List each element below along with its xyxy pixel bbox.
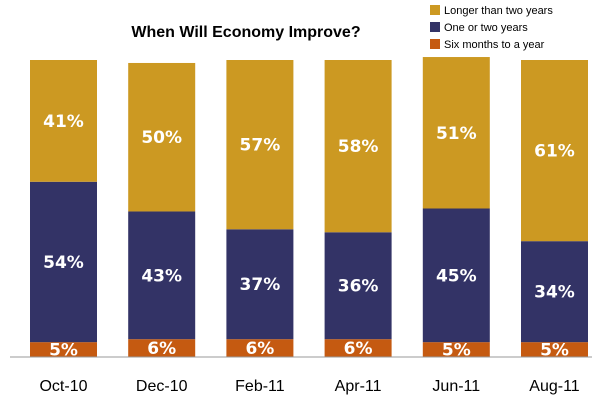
x-tick-label: Dec-10 xyxy=(136,378,188,395)
bar-segment xyxy=(128,62,196,212)
bar-segment xyxy=(128,211,196,340)
legend-label: Longer than two years xyxy=(444,5,553,17)
bars: 5% 54% 41% 6% 43% 50% 6% 37% 57% 6% 36% 58% 5% 45% 51%… xyxy=(30,57,588,361)
bar-segment xyxy=(422,57,490,209)
legend-label: One or two years xyxy=(444,22,528,34)
bar-segment xyxy=(128,339,196,357)
data-label: 6% xyxy=(245,339,274,359)
x-tick-label: Apr-11 xyxy=(335,378,382,395)
data-label: 37% xyxy=(240,275,281,295)
bar-segment xyxy=(226,229,294,340)
data-label: 45% xyxy=(436,266,477,286)
bar-segment xyxy=(521,60,588,242)
x-tick-label: Feb-11 xyxy=(235,378,285,395)
data-label: 61% xyxy=(534,142,575,162)
data-label: 5% xyxy=(540,341,569,361)
bar-segment xyxy=(422,208,490,343)
data-label: 58% xyxy=(338,137,379,157)
data-label: 54% xyxy=(43,253,84,273)
bar-segment xyxy=(226,60,294,230)
data-label: 41% xyxy=(43,112,84,132)
bar-segment xyxy=(324,232,392,340)
data-label: 5% xyxy=(49,341,78,361)
legend: Longer than two years One or two years Six… xyxy=(430,5,553,51)
data-label: 51% xyxy=(436,124,477,144)
data-label: 34% xyxy=(534,283,575,303)
bar-segment xyxy=(30,342,97,357)
bar-segment xyxy=(521,241,588,343)
data-label: 6% xyxy=(344,339,373,359)
bar-segment xyxy=(30,181,97,343)
data-label: 5% xyxy=(442,341,471,361)
x-tick-label: Oct-10 xyxy=(39,378,87,395)
legend-swatch xyxy=(430,5,440,15)
chart-title: When Will Economy Improve? xyxy=(131,24,360,41)
data-label: 36% xyxy=(338,277,379,297)
x-axis-ticks: Oct-10 Dec-10 Feb-11 Apr-11 Jun-11 Aug-11 xyxy=(39,378,579,395)
x-tick-label: Aug-11 xyxy=(529,378,580,395)
legend-swatch xyxy=(430,22,440,32)
bar-segment xyxy=(226,339,294,357)
data-label: 6% xyxy=(147,339,176,359)
legend-label: Six months to a year xyxy=(444,39,545,51)
data-label: 57% xyxy=(240,136,281,156)
bar-segment xyxy=(422,342,490,357)
x-tick-label: Jun-11 xyxy=(432,378,480,395)
bar-segment xyxy=(324,60,392,233)
data-label: 43% xyxy=(141,266,182,286)
bar-segment xyxy=(30,60,97,182)
data-label: 50% xyxy=(141,128,182,148)
bar-segment xyxy=(521,342,588,357)
legend-swatch xyxy=(430,39,440,49)
bar-segment xyxy=(324,339,392,357)
